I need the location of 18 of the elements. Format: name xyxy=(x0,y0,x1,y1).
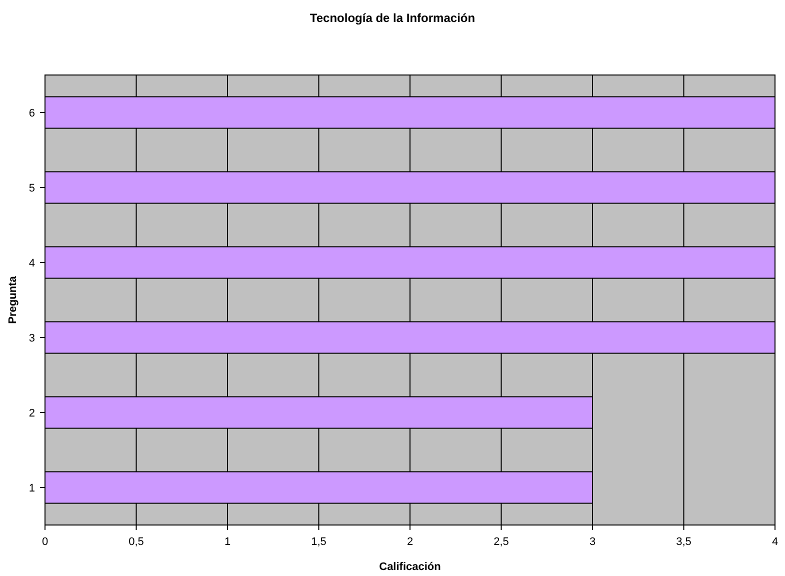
y-tick-label: 2 xyxy=(28,408,35,420)
y-tick-label: 6 xyxy=(28,108,35,120)
chart-title: Tecnología de la Información xyxy=(310,11,476,25)
x-tick-label: 4 xyxy=(772,536,778,548)
x-tick-label: 1 xyxy=(224,536,231,548)
x-tick-label: 0 xyxy=(42,536,48,548)
x-tick-label: 2 xyxy=(406,536,414,548)
x-tick-label: 1,5 xyxy=(311,536,326,548)
y-tick-label: 4 xyxy=(28,258,35,270)
y-tick-label: 3 xyxy=(28,332,35,344)
x-axis-title: Calificación xyxy=(379,561,442,573)
y-tick-label: 1 xyxy=(28,482,35,494)
x-tick-label: 2,5 xyxy=(494,536,509,548)
x-tick-label: 3,5 xyxy=(676,536,692,548)
x-tick-label: 3 xyxy=(589,536,596,548)
y-tick-label: 5 xyxy=(28,182,35,194)
x-tick-label: 0,5 xyxy=(128,536,144,548)
y-axis-title: Pregunta xyxy=(7,275,19,324)
